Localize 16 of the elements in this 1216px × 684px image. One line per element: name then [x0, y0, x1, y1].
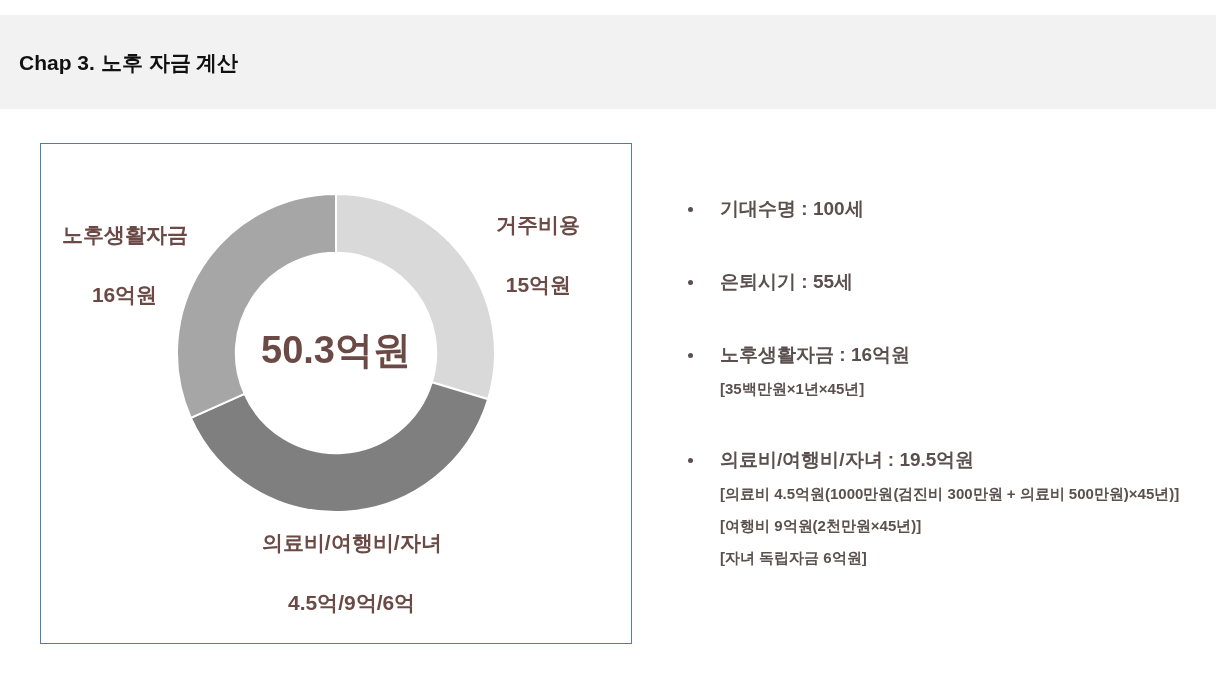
chart-title: Chap 3. 노후 자금 계산 — [19, 50, 239, 76]
text: 50.3억원 — [261, 329, 411, 372]
slice-label: 거주비용 — [496, 212, 581, 236]
text: 은퇴시기 : 55세 — [720, 271, 854, 292]
text: 기대수명 : 100세 — [720, 198, 864, 219]
text: 노후생활자금 : 16억원 — [720, 344, 911, 365]
data-label: 16억원 — [91, 282, 158, 306]
text: 4.5억/9억/6억 — [288, 591, 416, 615]
text: [35백만원×1년×45년] — [720, 380, 865, 397]
slice-label: 의료비/여행비/자녀 — [261, 531, 442, 555]
text: [자녀 독립자금 6억원] — [720, 549, 867, 566]
text: [여행비 9억원(2천만원×45년)] — [720, 517, 922, 534]
text: 의료비/여행비/자녀 : 19.5억원 — [720, 449, 975, 470]
text: [의료비 4.5억원(1000만원(검진비 300만원 + 의료비 500만원)×45년)] — [720, 485, 1180, 502]
slice-label: 노후생활자금 — [61, 222, 188, 246]
data-label: 15억원 — [505, 272, 572, 296]
